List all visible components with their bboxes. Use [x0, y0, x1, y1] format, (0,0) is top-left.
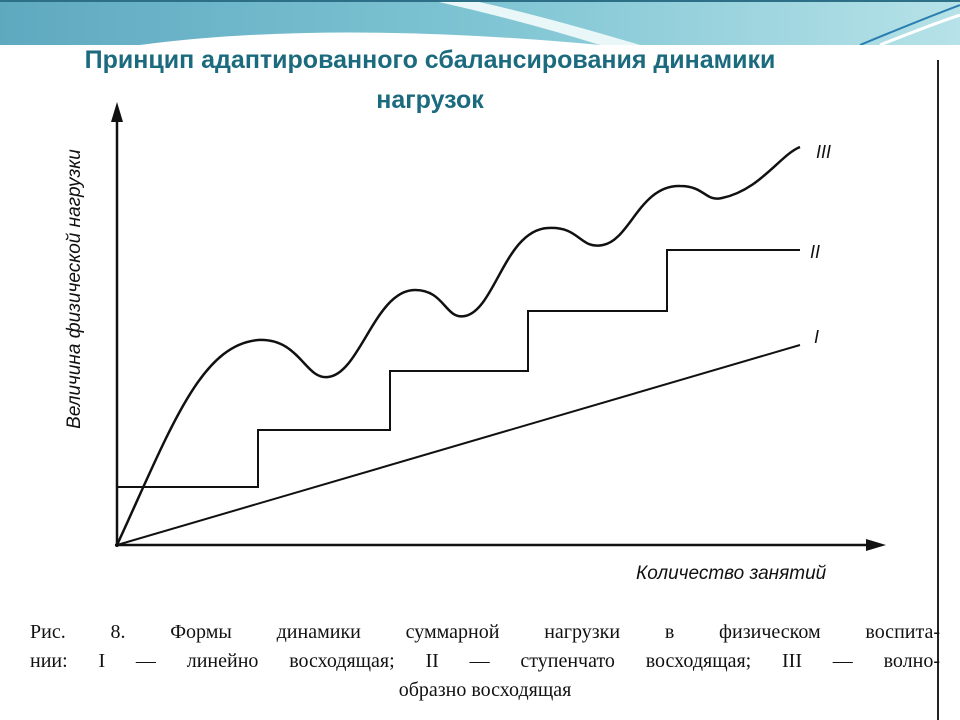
y-axis-label: Величина физической нагрузки: [64, 149, 85, 429]
caption-line-1: Рис. 8. Формы динамики суммарной нагрузк…: [30, 621, 940, 643]
series-linear-line: [116, 344, 801, 546]
slide-title-continued: нагрузок: [376, 86, 484, 114]
x-axis-arrow: [866, 539, 886, 551]
x-axis-label: Количество занятий: [636, 563, 827, 584]
series-wavy-label: III: [816, 142, 832, 162]
series-wavy-line: [115, 145, 801, 546]
series-linear-label: I: [814, 327, 820, 347]
caption-line-3: образно восходящая: [398, 679, 572, 701]
header-banner: [0, 0, 960, 45]
figure-caption: Рис. 8. Формы динамики суммарной нагрузк…: [30, 618, 940, 705]
slide-title: Принцип адаптированного сбалансирования …: [84, 46, 776, 74]
frame-border: [937, 60, 939, 720]
series-stepped-label: II: [810, 242, 821, 262]
y-axis-arrow: [111, 102, 123, 122]
caption-line-2: нии: I — линейно восходящая; II — ступен…: [30, 650, 940, 672]
series-stepped-line: [117, 249, 800, 488]
